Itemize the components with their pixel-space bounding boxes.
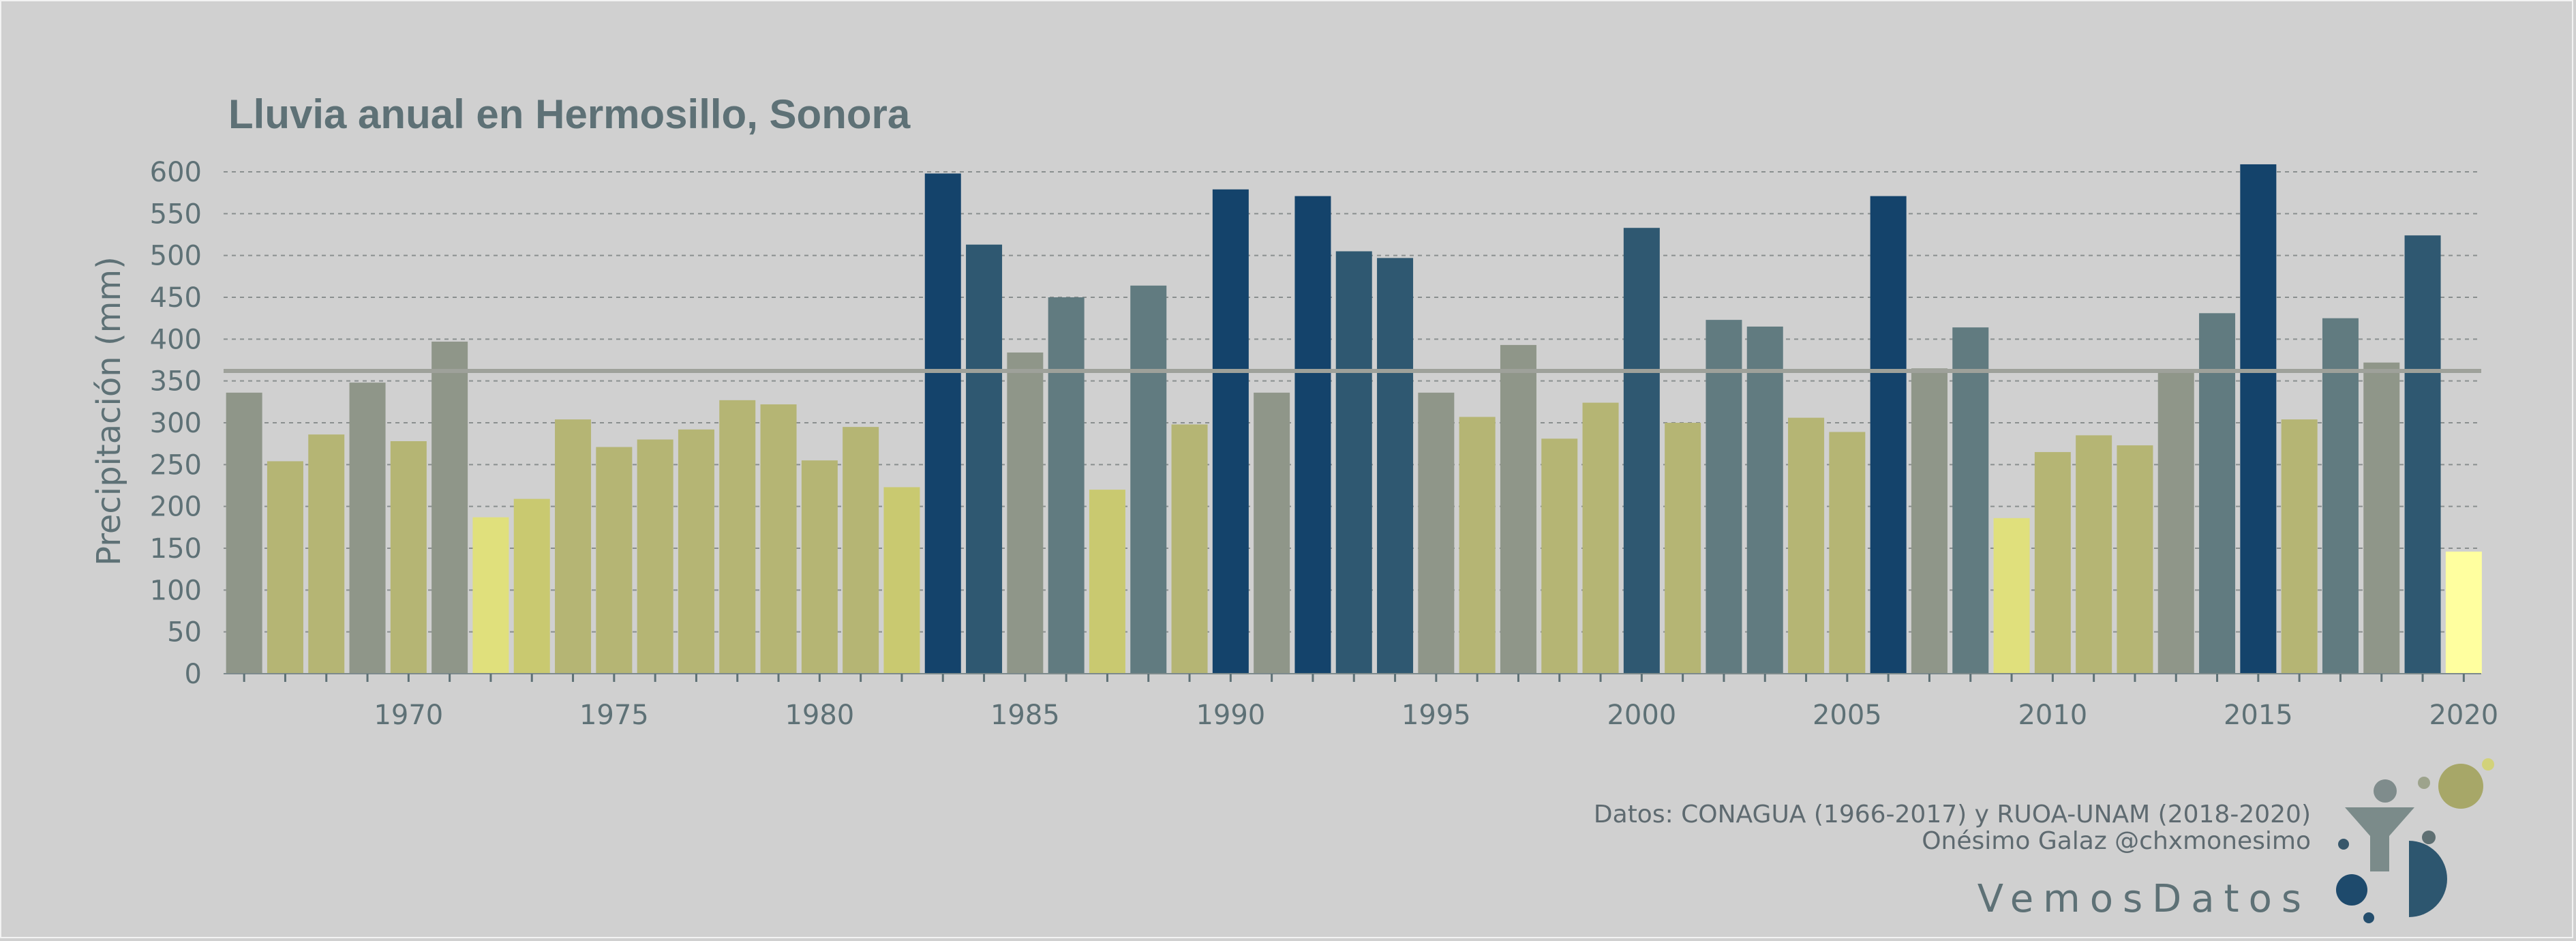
bar-1966 — [226, 392, 262, 674]
bar-2010 — [2034, 451, 2071, 674]
bar-2017 — [2322, 318, 2359, 674]
bar-1990 — [1212, 189, 1249, 674]
bar-1995 — [1418, 392, 1455, 674]
y-tick-label: 450 — [150, 282, 202, 314]
y-tick-label: 250 — [150, 449, 202, 481]
bar-2015 — [2240, 164, 2277, 674]
bar-1981 — [843, 427, 879, 674]
bar-2013 — [2157, 369, 2194, 674]
bar-2005 — [1829, 432, 1866, 674]
bar-2007 — [1911, 368, 1948, 674]
y-tick-label: 150 — [150, 533, 202, 565]
x-tick-label: 1985 — [990, 700, 1060, 731]
y-tick-label: 200 — [150, 492, 202, 523]
y-tick-label: 50 — [167, 617, 202, 648]
data-source-credit: Datos: CONAGUA (1966-2017) y RUOA-UNAM (… — [1594, 801, 2311, 828]
bar-2009 — [1993, 518, 2030, 674]
bar-2011 — [2076, 435, 2112, 674]
bar-1993 — [1335, 251, 1372, 674]
vemosdatos-logo-icon — [2336, 758, 2494, 923]
bar-1980 — [801, 460, 838, 674]
x-tick-label: 1970 — [374, 700, 443, 731]
brand-name: VemosDatos — [1978, 877, 2311, 921]
bar-1988 — [1130, 285, 1167, 674]
author-credit: Onésimo Galaz @chxmonesimo — [1922, 827, 2311, 855]
bar-1984 — [966, 244, 1003, 674]
bar-1973 — [513, 498, 550, 674]
x-tick-label: 2015 — [2224, 700, 2293, 731]
bar-2012 — [2117, 445, 2153, 674]
bar-2018 — [2363, 362, 2400, 674]
bars-group — [226, 164, 2482, 674]
reference-line-group — [224, 368, 2481, 674]
bar-1982 — [883, 487, 920, 674]
x-tick-label: 1975 — [579, 700, 649, 731]
x-tick-label: 2000 — [1607, 700, 1676, 731]
x-tick-label: 2020 — [2429, 700, 2498, 731]
bar-1974 — [555, 419, 592, 674]
y-tick-label: 300 — [150, 408, 202, 439]
bar-2002 — [1706, 320, 1742, 674]
bar-2014 — [2199, 313, 2236, 674]
bar-2000 — [1623, 228, 1660, 674]
bar-1977 — [678, 429, 714, 674]
bar-1971 — [431, 342, 468, 674]
chart-title: Lluvia anual en Hermosillo, Sonora — [228, 91, 911, 137]
y-tick-label: 550 — [150, 198, 202, 230]
y-tick-label: 500 — [150, 241, 202, 272]
bar-1970 — [390, 440, 427, 674]
bar-1987 — [1089, 490, 1125, 674]
bar-1994 — [1377, 258, 1414, 674]
bar-2016 — [2281, 419, 2318, 674]
bar-1985 — [1007, 352, 1044, 674]
bar-1979 — [760, 404, 797, 674]
bar-1968 — [308, 434, 345, 674]
x-tick-label: 1995 — [1401, 700, 1471, 731]
bar-1997 — [1500, 344, 1536, 674]
bar-2001 — [1665, 423, 1701, 674]
bar-1975 — [596, 447, 633, 674]
x-tick-label: 1990 — [1196, 700, 1265, 731]
bar-2003 — [1746, 326, 1783, 674]
x-tick-label: 2005 — [1813, 700, 1882, 731]
bar-1991 — [1254, 392, 1290, 674]
y-ticks: 0 50 100 150 200 250 300 350 400 450 500 550 600 — [150, 157, 202, 690]
y-tick-label: 350 — [150, 366, 202, 398]
bar-1998 — [1541, 438, 1578, 674]
bar-2019 — [2404, 235, 2441, 674]
bar-1996 — [1459, 417, 1496, 674]
bar-1992 — [1294, 196, 1331, 674]
bar-2006 — [1870, 196, 1907, 674]
bar-2008 — [1952, 327, 1989, 674]
bar-1989 — [1171, 424, 1208, 674]
x-tick-label: 2010 — [2018, 700, 2087, 731]
bar-2004 — [1788, 417, 1825, 674]
bar-1967 — [267, 461, 303, 674]
bar-1983 — [924, 173, 961, 674]
bar-1999 — [1582, 402, 1619, 674]
y-tick-label: 100 — [150, 575, 202, 606]
bar-1986 — [1048, 297, 1085, 674]
y-tick-label: 0 — [185, 659, 202, 690]
bar-1969 — [349, 383, 386, 674]
bar-1976 — [637, 439, 673, 674]
bar-1972 — [472, 517, 509, 674]
y-axis-label: Precipitación (mm) — [90, 256, 128, 566]
bar-1978 — [719, 400, 756, 674]
y-tick-label: 400 — [150, 324, 202, 355]
x-ticks: 1970 1975 1980 1985 1990 1995 2000 2005 2010 2015… — [243, 674, 2498, 731]
bar-2020 — [2445, 551, 2482, 674]
y-tick-label: 600 — [150, 157, 202, 188]
x-tick-label: 1980 — [785, 700, 854, 731]
